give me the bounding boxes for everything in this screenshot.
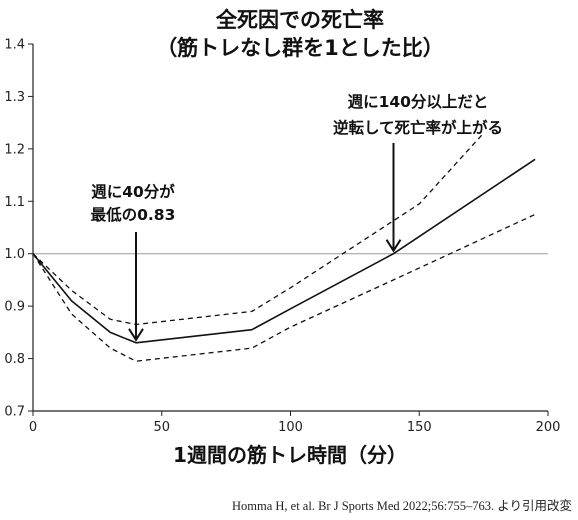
citation: Homma H, et al. Br J Sports Med 2022;56:… bbox=[232, 498, 572, 513]
y-tick-label: 0.9 bbox=[4, 300, 25, 315]
x-tick-label: 200 bbox=[536, 420, 561, 435]
y-tick-label: 1.3 bbox=[4, 90, 25, 105]
series-ci-line-2 bbox=[32, 213, 536, 362]
x-axis-label: 1週間の筋トレ時間（分） bbox=[173, 443, 407, 467]
y-tick-label: 1.0 bbox=[4, 247, 25, 262]
annotation-text: 逆転して死亡率が上がる bbox=[333, 118, 503, 137]
annotation-arrow-head bbox=[385, 239, 402, 253]
x-tick-label: 100 bbox=[278, 420, 303, 435]
annotation-text: 週に140分以上だと bbox=[348, 93, 489, 111]
x-tick-label: 0 bbox=[29, 420, 37, 435]
series-ci-line-1 bbox=[32, 132, 485, 326]
series-estimate-line bbox=[32, 158, 536, 344]
x-tick-label: 50 bbox=[153, 420, 170, 435]
y-tick-label: 1.1 bbox=[4, 195, 25, 210]
chart-subtitle: （筋トレなし群を1とした比） bbox=[156, 36, 444, 60]
x-tick-label: 150 bbox=[407, 420, 432, 435]
annotation-text: 週に40分が bbox=[91, 182, 175, 201]
y-tick-label: 1.2 bbox=[4, 142, 25, 157]
y-tick-label: 0.8 bbox=[4, 352, 25, 367]
y-tick-label: 0.7 bbox=[4, 405, 25, 420]
chart-title: 全死因での死亡率 bbox=[215, 8, 384, 32]
y-tick-label: 1.4 bbox=[4, 38, 25, 53]
series-layer bbox=[32, 132, 536, 362]
annotation-arrow-head bbox=[128, 328, 144, 342]
annotation-text: 最低の0.83 bbox=[91, 205, 176, 224]
axes: 0.7 0.8 0.9 1.0 1.1 1.2 1.3 1.4 0 50 100 150 200 bbox=[4, 38, 560, 436]
